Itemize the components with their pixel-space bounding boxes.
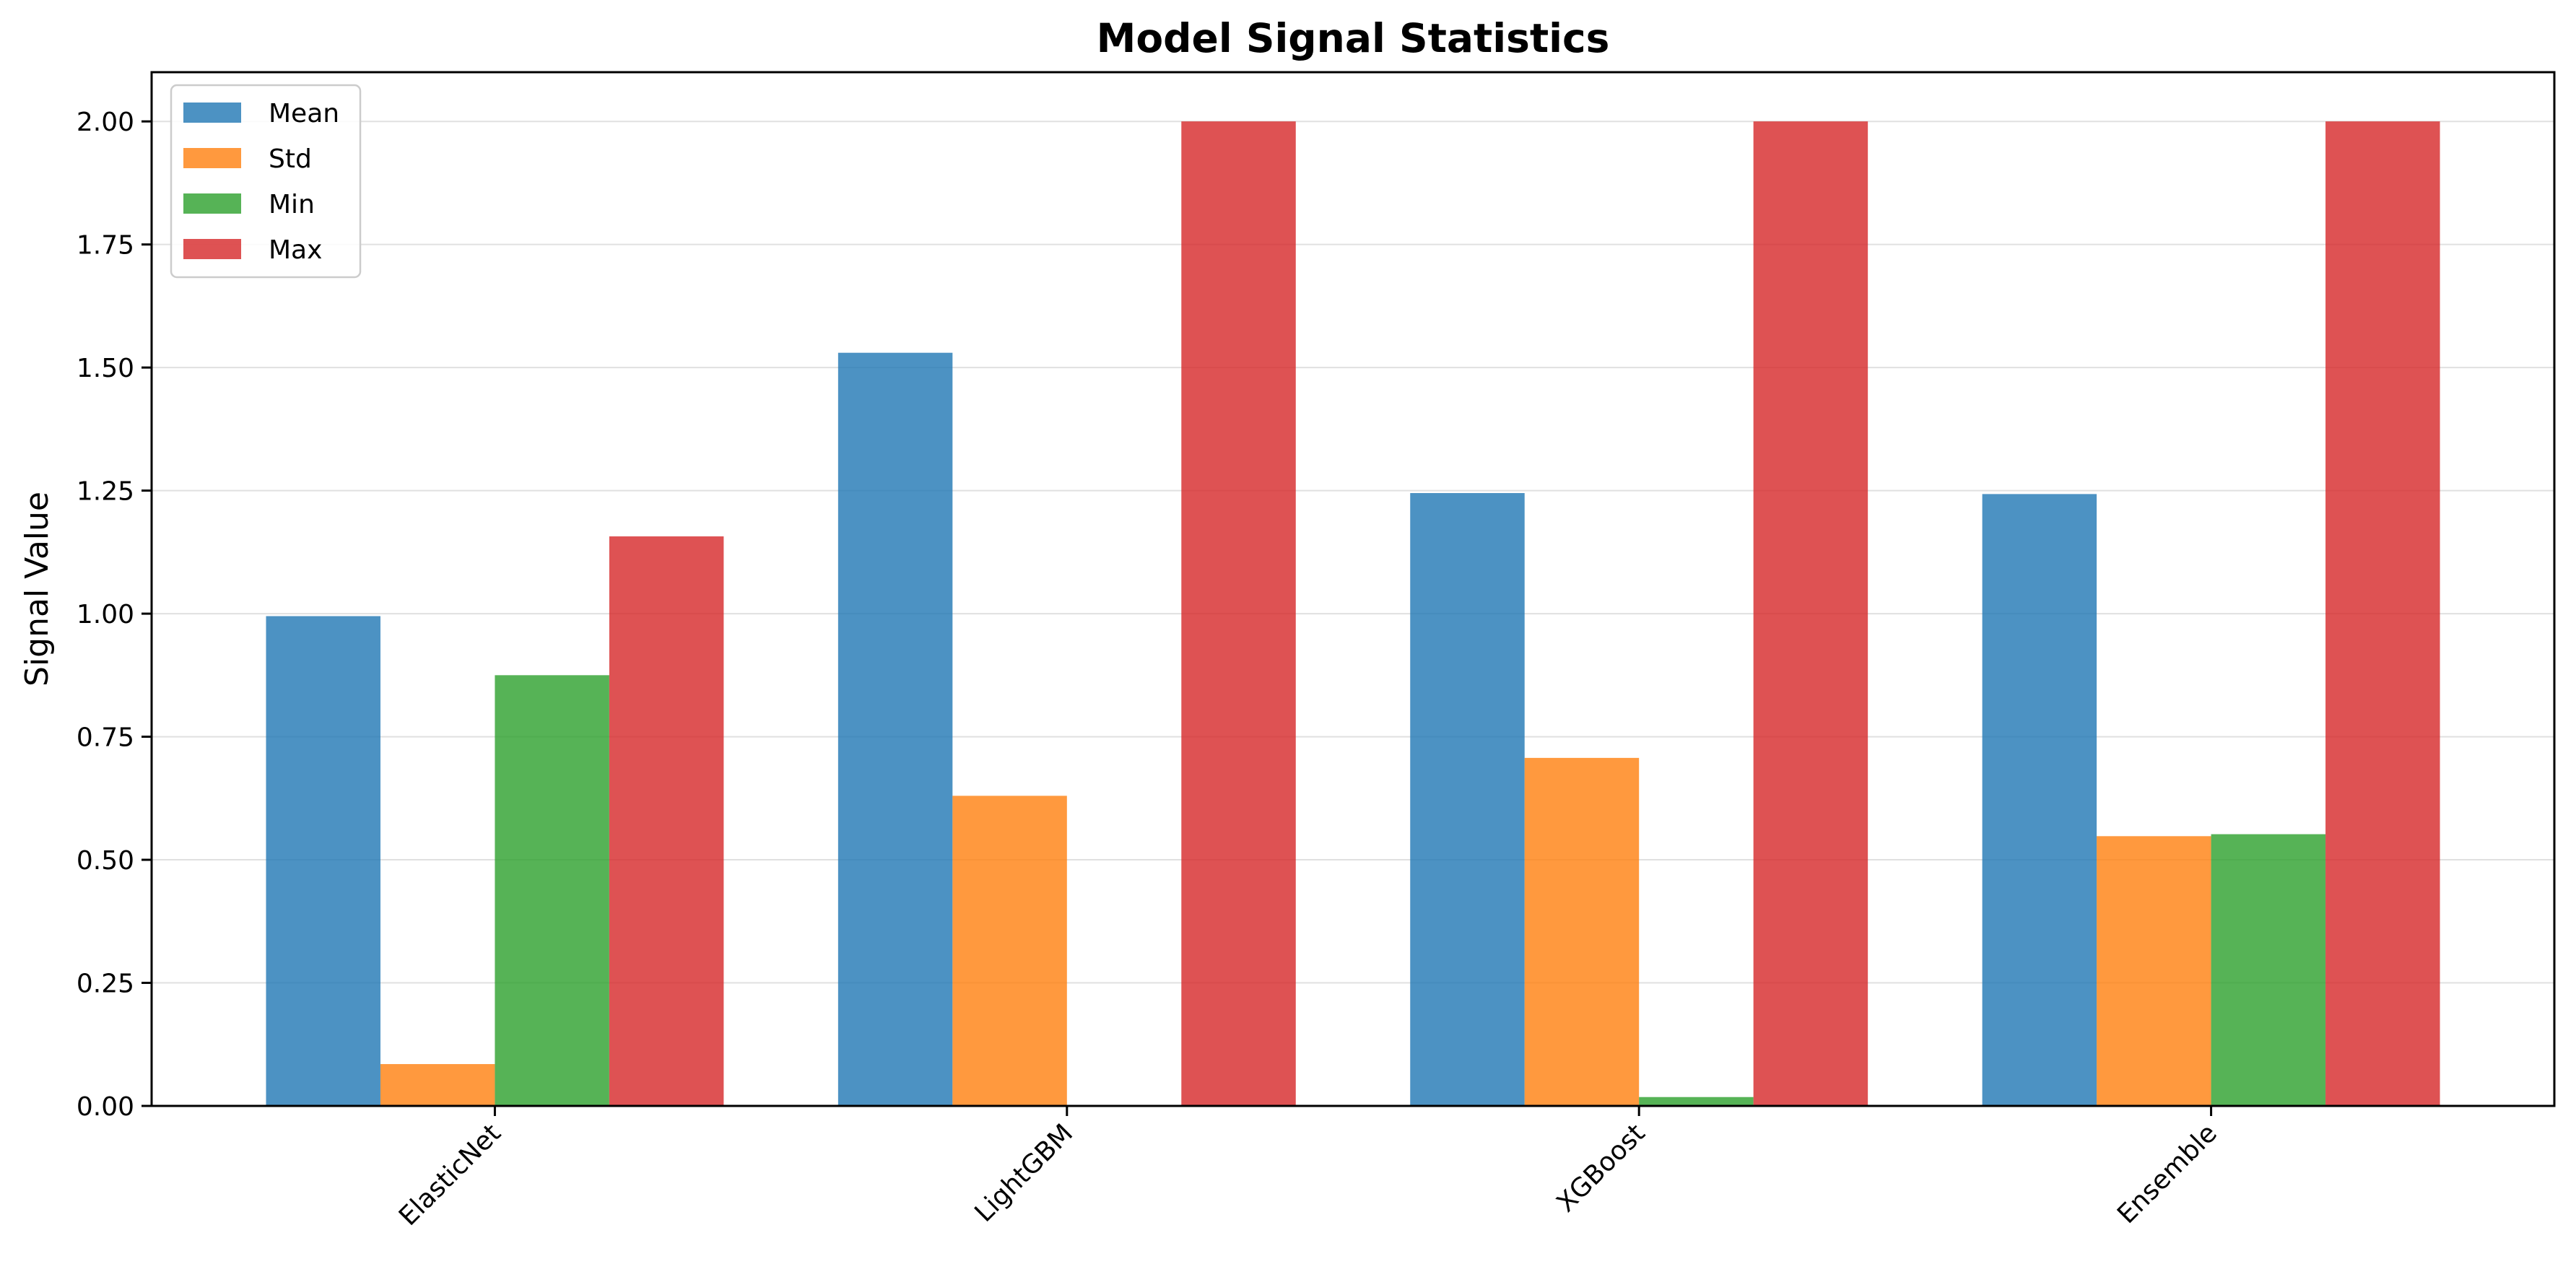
bar-mean-elasticnet [266,616,380,1106]
legend-swatch-min [183,193,241,214]
y-axis: 0.00 0.25 0.50 0.75 1.00 1.25 1.50 1.75 2.00 [77,108,152,1122]
y-tick-label: 0.25 [77,969,134,999]
legend-swatch-std [183,148,241,168]
bar-max-xgboost [1753,121,1868,1107]
x-tick-label: ElasticNet [393,1118,507,1232]
bar-min-elasticnet [495,675,609,1106]
bar-std-elasticnet [380,1064,495,1106]
y-tick-label: 0.75 [77,723,134,753]
bar-min-xgboost [1639,1097,1754,1106]
bar-max-elasticnet [609,536,724,1106]
bars [266,121,2440,1107]
y-tick-label: 2.00 [77,108,134,137]
chart-title: Model Signal Statistics [1097,15,1610,61]
bar-max-lightgbm [1181,121,1296,1107]
y-axis-label: Signal Value [19,492,56,687]
bar-std-ensemble [2097,836,2211,1106]
y-tick-label: 0.00 [77,1092,134,1122]
x-tick-label: LightGBM [969,1118,1079,1228]
x-tick-label: Ensemble [2112,1118,2223,1229]
legend-box [170,84,362,279]
legend-label-mean: Mean [269,99,339,128]
legend: Mean Std Min Max [170,84,362,279]
bar-max-ensemble [2325,121,2440,1107]
x-axis: ElasticNet LightGBM XGBoost Ensemble [393,1106,2223,1232]
bar-std-lightgbm [952,796,1067,1106]
bar-mean-xgboost [1410,493,1525,1106]
bar-mean-lightgbm [837,352,953,1107]
y-tick-label: 1.25 [77,477,134,507]
y-tick-label: 0.50 [77,846,134,876]
legend-swatch-max [183,239,241,259]
legend-swatch-mean [183,103,241,123]
legend-label-min: Min [269,190,315,219]
bar-std-xgboost [1524,757,1640,1106]
y-tick-label: 1.75 [77,231,134,261]
legend-label-max: Max [269,235,322,265]
x-tick-label: XGBoost [1552,1118,1651,1218]
legend-label-std: Std [269,144,312,174]
y-tick-label: 1.00 [77,600,134,629]
plot-frame [150,71,2556,1107]
bar-min-ensemble [2211,834,2326,1106]
y-tick-label: 1.50 [77,354,134,383]
bar-mean-ensemble [1982,494,2097,1106]
